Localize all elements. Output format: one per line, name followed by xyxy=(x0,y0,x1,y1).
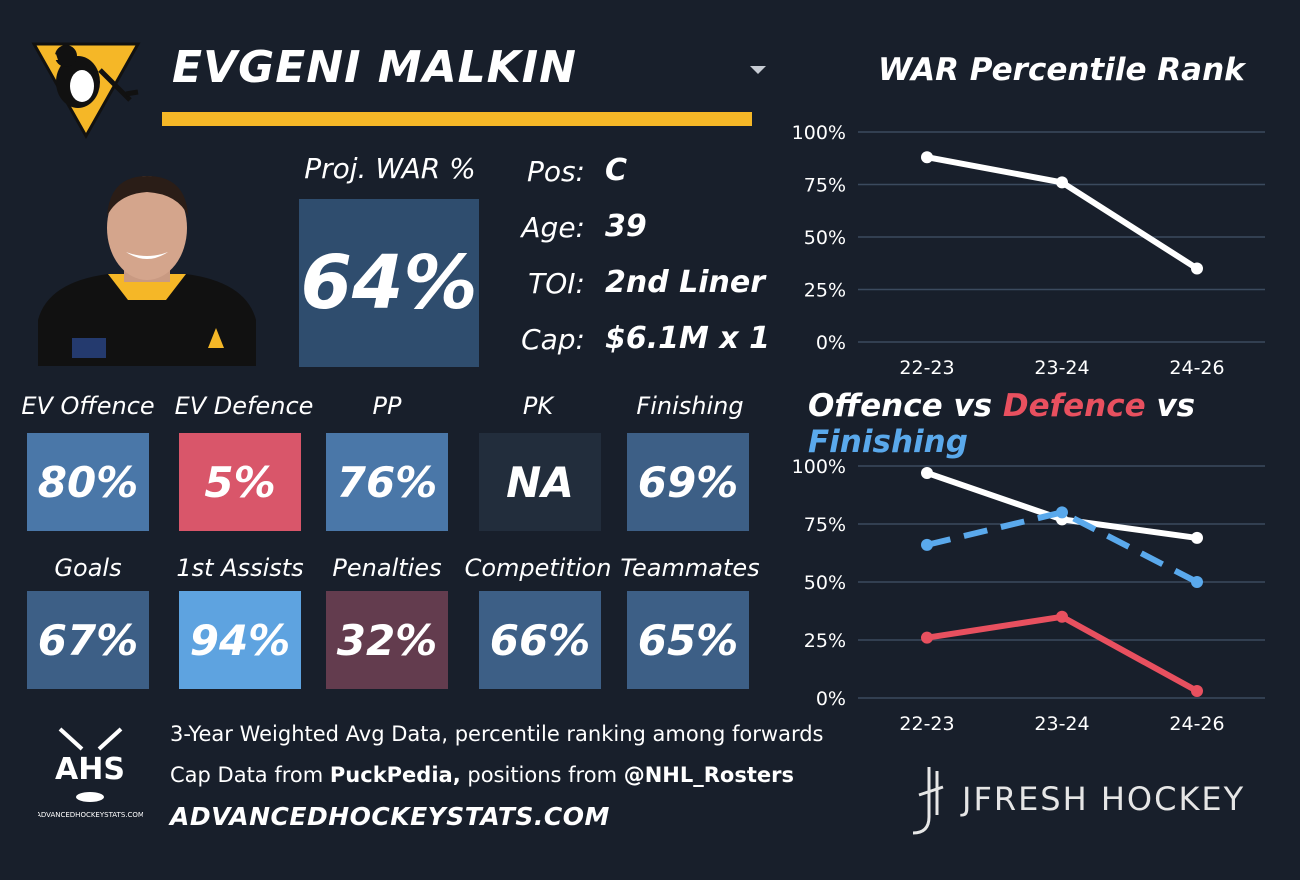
jfresh-brand: JFRESH HOCKEY xyxy=(962,780,1246,818)
stat-value-pk: NA xyxy=(479,433,601,531)
stat-value-ev-defence: 5% xyxy=(179,433,301,531)
data-point xyxy=(1191,531,1203,544)
x-tick-label: 22-23 xyxy=(899,713,954,735)
player-photo xyxy=(38,176,256,366)
x-tick-label: 23-24 xyxy=(1034,357,1089,379)
y-tick-label: 25% xyxy=(804,280,846,302)
age-value: 39 xyxy=(605,209,647,244)
name-underline xyxy=(162,112,752,126)
chart2-title-part: Offence xyxy=(808,388,943,424)
stat-label-pp: PP xyxy=(372,392,402,420)
toi-label: TOI: xyxy=(528,267,585,300)
data-point xyxy=(1056,506,1068,519)
data-point xyxy=(921,151,933,164)
stat-label-1st-assists: 1st Assists xyxy=(176,554,304,582)
footer-sources-mid: positions from xyxy=(460,763,624,787)
jfresh-logo-icon xyxy=(912,767,944,835)
stat-value-goals: 67% xyxy=(27,591,149,689)
stat-label-goals: Goals xyxy=(54,554,122,582)
y-tick-label: 100% xyxy=(792,122,846,144)
war-percentile-chart: 100% 75% 50% 25% 0% 22-23 23-24 24-26 xyxy=(792,122,1265,379)
chart2-title-part: Defence xyxy=(1002,388,1146,424)
x-tick-label: 24-26 xyxy=(1169,713,1224,735)
stat-value-1st-assists: 94% xyxy=(179,591,301,689)
footer-note: 3-Year Weighted Avg Data, percentile ran… xyxy=(170,722,824,746)
stat-value-competition: 66% xyxy=(479,591,601,689)
chart2-title: Offence vs Defence vs Finishing xyxy=(808,388,1300,460)
stat-value-teammates: 65% xyxy=(627,591,749,689)
ahs-logo-icon: AHS ADVANCEDHOCKEYSTATS.COM xyxy=(38,727,143,819)
series-line xyxy=(926,470,1198,541)
proj-war-label: Proj. WAR % xyxy=(304,152,476,185)
nhl-rosters-link[interactable]: @NHL_Rosters xyxy=(623,763,794,787)
y-tick-label: 75% xyxy=(804,175,846,197)
stat-value-pp: 76% xyxy=(326,433,448,531)
stat-label-teammates: Teammates xyxy=(620,554,760,582)
chart2-title-part: vs xyxy=(942,388,1003,424)
chart1-title: WAR Percentile Rank xyxy=(878,52,1245,88)
y-tick-label: 50% xyxy=(804,572,846,594)
data-point xyxy=(921,466,933,479)
data-point xyxy=(1191,685,1203,698)
y-tick-label: 50% xyxy=(804,227,846,249)
ahs-logo-small-text: ADVANCEDHOCKEYSTATS.COM xyxy=(38,811,143,819)
stat-label-pk: PK xyxy=(522,392,554,420)
series-line xyxy=(926,613,1199,694)
series-line xyxy=(926,509,1199,585)
series-line xyxy=(926,154,1199,272)
stat-value-finishing: 69% xyxy=(627,433,749,531)
stat-label-ev-defence: EV Defence xyxy=(174,392,314,420)
x-tick-label: 22-23 xyxy=(899,357,954,379)
stat-value-ev-offence: 80% xyxy=(27,433,149,531)
toi-value: 2nd Liner xyxy=(605,265,766,300)
penguin-logo-icon xyxy=(31,42,141,140)
data-point xyxy=(1056,176,1068,189)
data-point xyxy=(921,631,933,644)
stat-label-ev-offence: EV Offence xyxy=(21,392,155,420)
position-value: C xyxy=(605,153,628,188)
offence-defence-finishing-chart: 100% 75% 50% 25% 0% 22-23 23-24 24-26 xyxy=(792,456,1265,735)
stat-label-competition: Competition xyxy=(464,554,612,582)
y-tick-label: 25% xyxy=(804,630,846,652)
cap-value: $6.1M x 1 xyxy=(605,321,770,356)
stat-label-finishing: Finishing xyxy=(636,392,744,420)
stat-value-penalties: 32% xyxy=(326,591,448,689)
data-point xyxy=(1056,610,1068,623)
proj-war-value: 64% xyxy=(299,199,479,367)
chart2-title-part: vs xyxy=(1145,388,1196,424)
y-tick-label: 75% xyxy=(804,514,846,536)
data-point xyxy=(1191,576,1203,588)
position-label: Pos: xyxy=(526,155,585,188)
cap-label: Cap: xyxy=(521,323,585,356)
player-name: EVGENI MALKIN xyxy=(172,42,577,93)
y-tick-label: 0% xyxy=(816,688,846,710)
y-tick-label: 0% xyxy=(816,332,846,354)
data-point xyxy=(921,538,933,551)
age-label: Age: xyxy=(521,211,585,244)
chevron-down-icon[interactable] xyxy=(750,66,766,74)
footer-sources-prefix: Cap Data from xyxy=(170,763,330,787)
y-tick-label: 100% xyxy=(792,456,846,478)
x-tick-label: 23-24 xyxy=(1034,713,1089,735)
x-tick-label: 24-26 xyxy=(1169,357,1224,379)
puckpedia-link[interactable]: PuckPedia, xyxy=(329,763,461,787)
ahs-url-link[interactable]: ADVANCEDHOCKEYSTATS.COM xyxy=(170,802,610,831)
stat-label-penalties: Penalties xyxy=(332,554,442,582)
data-point xyxy=(1191,262,1203,275)
ahs-logo-text: AHS xyxy=(55,752,125,787)
chart2-title-part: Finishing xyxy=(808,424,968,460)
footer-sources: Cap Data from PuckPedia, positions from … xyxy=(170,763,794,787)
